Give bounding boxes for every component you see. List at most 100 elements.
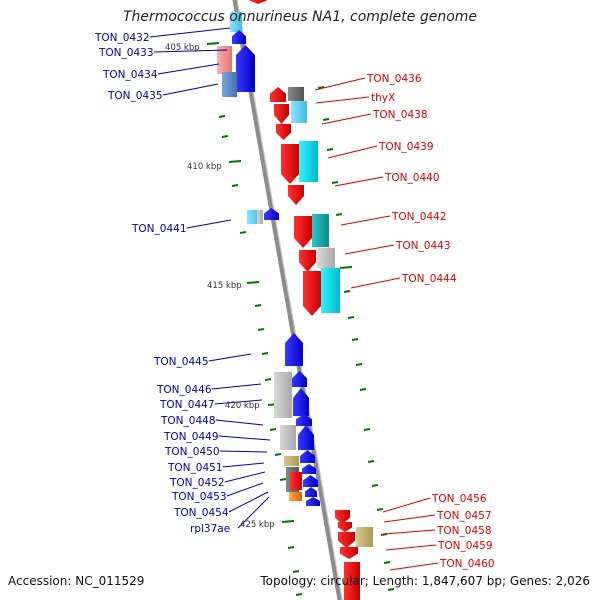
backbone-highlight <box>236 0 343 600</box>
tick-mark <box>206 42 220 45</box>
tick-mark <box>383 561 391 564</box>
leader-line <box>383 514 436 523</box>
tick-mark <box>221 135 229 138</box>
gene-block <box>284 456 299 466</box>
gene-label-ton_0443: TON_0443 <box>395 240 451 252</box>
reverse-gene-arrow <box>281 144 299 184</box>
leader-line <box>315 96 370 104</box>
scale-label: 425 kbp <box>240 520 275 530</box>
leader-line <box>228 491 269 513</box>
gene-label-ton_0460: TON_0460 <box>439 558 495 570</box>
tick-mark <box>326 148 334 151</box>
gene-block <box>344 562 360 600</box>
gene-block <box>222 72 237 97</box>
gene-label-ton_0450: TON_0450 <box>164 446 220 458</box>
gene-label-ton_0451: TON_0451 <box>167 462 223 474</box>
reverse-gene-arrow <box>274 104 289 124</box>
gene-label-ton_0446: TON_0446 <box>156 384 212 396</box>
leader-line <box>334 176 384 187</box>
gene-block <box>290 472 302 490</box>
gene-label-ton_0435: TON_0435 <box>107 90 163 102</box>
tick-mark <box>257 328 265 331</box>
gene-label-ton_0434: TON_0434 <box>102 69 158 81</box>
tick-mark <box>387 588 395 591</box>
reverse-gene-arrow <box>338 532 355 548</box>
reverse-gene-arrow <box>338 522 352 532</box>
tick-mark <box>274 453 282 456</box>
leader-line <box>340 215 391 226</box>
gene-label-ton_0449: TON_0449 <box>163 431 219 443</box>
tick-mark <box>295 593 303 596</box>
forward-gene-arrow <box>264 208 279 220</box>
scale-label: 415 kbp <box>207 281 242 291</box>
scale-label: 405 kbp <box>165 43 200 53</box>
leader-line <box>214 399 263 405</box>
tick-mark <box>371 484 379 487</box>
leader-line <box>153 49 228 53</box>
gene-label-ton_0454: TON_0454 <box>173 507 229 519</box>
leader-line <box>237 496 270 529</box>
forward-gene-arrow <box>232 30 246 44</box>
leader-line <box>215 419 264 426</box>
tick-mark <box>264 378 272 381</box>
forward-gene-arrow <box>305 487 317 497</box>
gene-label-ton_0436: TON_0436 <box>366 73 422 85</box>
forward-gene-arrow <box>298 425 314 450</box>
forward-gene-arrow <box>285 333 303 366</box>
forward-gene-arrow <box>303 475 318 487</box>
gene-label-ton_0453: TON_0453 <box>171 491 227 503</box>
scale-label: 410 kbp <box>187 162 222 172</box>
reverse-gene-arrow <box>335 510 350 524</box>
tick-mark <box>292 570 300 573</box>
gene-label-ton_0438: TON_0438 <box>372 109 428 121</box>
leader-line <box>218 435 271 441</box>
forward-gene-arrow <box>293 388 309 416</box>
forward-gene-arrow <box>302 464 316 474</box>
gene-block <box>217 46 232 74</box>
gene-block <box>299 141 318 182</box>
tick-mark <box>359 388 367 391</box>
tick-mark <box>351 338 359 341</box>
leader-line <box>211 383 262 390</box>
tick-mark <box>376 508 384 511</box>
tick-mark <box>239 231 247 234</box>
tick-mark <box>347 316 355 319</box>
gene-block <box>230 12 242 32</box>
gene-block <box>356 527 373 547</box>
tick-mark <box>331 181 339 184</box>
gene-label-ton_0458: TON_0458 <box>436 525 492 537</box>
tick-mark <box>335 213 343 216</box>
gene-block <box>274 372 292 418</box>
leader-line <box>344 244 395 255</box>
tick-mark <box>317 86 325 89</box>
gene-label-ton_0448: TON_0448 <box>160 415 216 427</box>
leader-line <box>226 482 264 497</box>
tick-mark <box>254 304 262 307</box>
gene-label-ton_0459: TON_0459 <box>437 540 493 552</box>
gene-block <box>280 425 296 450</box>
genome-backbone <box>232 0 343 600</box>
gene-label-ton_0439: TON_0439 <box>378 141 434 153</box>
gene-label-ton_0440: TON_0440 <box>384 172 440 184</box>
leader-line <box>149 27 231 38</box>
leader-line <box>224 471 266 483</box>
reverse-gene-arrow <box>249 0 267 4</box>
leader-line <box>321 113 372 125</box>
tick-mark <box>246 281 260 284</box>
leader-line <box>219 450 268 453</box>
forward-gene-arrow <box>306 497 320 506</box>
forward-gene-arrow <box>292 371 307 387</box>
gene-block <box>312 214 329 247</box>
tick-mark <box>281 520 295 523</box>
leader-line <box>383 529 436 535</box>
tick-mark <box>279 478 287 481</box>
accession-text: Accession: NC_011529 <box>8 574 145 588</box>
tick-mark <box>355 363 363 366</box>
reverse-gene-arrow <box>288 185 304 205</box>
gene-block <box>321 268 340 313</box>
gene-label-ton_0445: TON_0445 <box>153 356 209 368</box>
gene-block <box>288 87 304 101</box>
reverse-gene-arrow <box>294 216 312 248</box>
